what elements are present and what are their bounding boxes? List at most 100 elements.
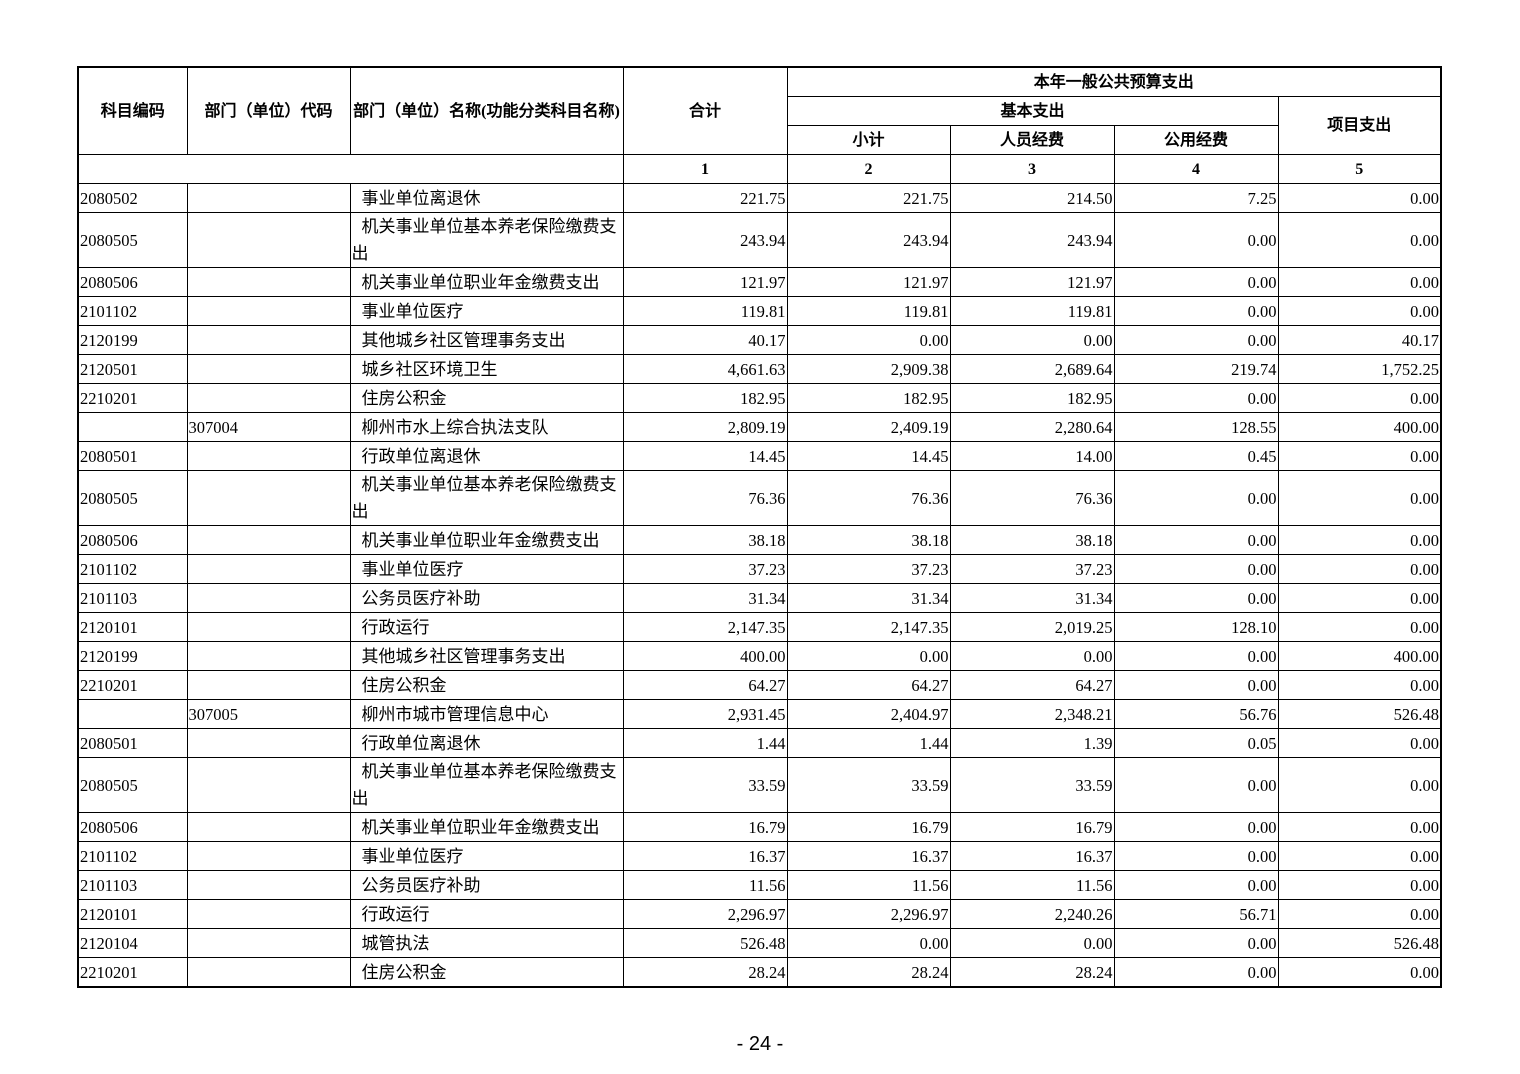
code-cell: 2120104 xyxy=(77,928,188,958)
value-cell: 14.45 xyxy=(622,441,788,471)
value-cell: 0.00 xyxy=(1277,383,1442,413)
value-cell: 28.24 xyxy=(786,957,951,988)
value-cell: 56.76 xyxy=(1113,699,1279,729)
value-cell: 400.00 xyxy=(1277,641,1442,671)
name-cell: 住房公积金 xyxy=(349,670,624,700)
table-row: 2080506 机关事业单位职业年金缴费支出 121.97 121.97 121.97 0… xyxy=(77,267,1442,297)
value-cell: 243.94 xyxy=(622,212,788,268)
code-cell: 2080506 xyxy=(77,812,188,842)
name-cell: 机关事业单位职业年金缴费支出 xyxy=(349,267,624,297)
value-cell: 11.56 xyxy=(622,870,788,900)
table-row: 2080505 机关事业单位基本养老保险缴费支出 33.59 33.59 33.59 0.… xyxy=(77,757,1442,813)
value-cell: 2,147.35 xyxy=(622,612,788,642)
column-number: 5 xyxy=(1277,154,1442,184)
value-cell: 526.48 xyxy=(1277,928,1442,958)
value-cell: 0.00 xyxy=(1113,841,1279,871)
value-cell: 0.00 xyxy=(1277,212,1442,268)
value-cell: 31.34 xyxy=(622,583,788,613)
code-cell: 2120101 xyxy=(77,612,188,642)
value-cell: 2,296.97 xyxy=(622,899,788,929)
dept-cell xyxy=(186,641,351,671)
value-cell: 214.50 xyxy=(949,183,1115,213)
table-row: 2120501 城乡社区环境卫生 4,661.63 2,909.38 2,689.64 2… xyxy=(77,354,1442,384)
dept-cell xyxy=(186,470,351,526)
value-cell: 28.24 xyxy=(622,957,788,988)
table-row: 2210201 住房公积金 182.95 182.95 182.95 0.00 0.00 xyxy=(77,383,1442,413)
value-cell: 2,689.64 xyxy=(949,354,1115,384)
value-cell: 0.00 xyxy=(786,641,951,671)
table-row: 2120101 行政运行 2,147.35 2,147.35 2,019.25 128.1… xyxy=(77,612,1442,642)
dept-cell xyxy=(186,928,351,958)
value-cell: 0.05 xyxy=(1113,728,1279,758)
code-cell: 2101102 xyxy=(77,296,188,326)
header-cell: 部门（单位）代码 xyxy=(186,66,351,155)
name-cell: 城乡社区环境卫生 xyxy=(349,354,624,384)
value-cell: 182.95 xyxy=(949,383,1115,413)
header-cell: 部门（单位）名称(功能分类科目名称) xyxy=(349,66,624,155)
dept-cell xyxy=(186,841,351,871)
value-cell: 40.17 xyxy=(1277,325,1442,355)
value-cell: 0.00 xyxy=(1277,267,1442,297)
value-cell: 121.97 xyxy=(949,267,1115,297)
value-cell: 31.34 xyxy=(949,583,1115,613)
name-cell: 公务员医疗补助 xyxy=(349,870,624,900)
value-cell: 31.34 xyxy=(786,583,951,613)
name-cell: 行政运行 xyxy=(349,612,624,642)
dept-cell xyxy=(186,812,351,842)
value-cell: 0.00 xyxy=(1277,441,1442,471)
value-cell: 0.00 xyxy=(1277,870,1442,900)
value-cell: 1,752.25 xyxy=(1277,354,1442,384)
table-row: 2120199 其他城乡社区管理事务支出 40.17 0.00 0.00 0.00 40.1… xyxy=(77,325,1442,355)
name-cell: 事业单位医疗 xyxy=(349,841,624,871)
value-cell: 1.44 xyxy=(786,728,951,758)
value-cell: 0.00 xyxy=(1277,957,1442,988)
table-row: 2120199 其他城乡社区管理事务支出 400.00 0.00 0.00 0.00 400… xyxy=(77,641,1442,671)
value-cell: 33.59 xyxy=(622,757,788,813)
header-cell: 本年一般公共预算支出 xyxy=(786,66,1442,97)
code-cell: 2080506 xyxy=(77,525,188,555)
value-cell: 0.00 xyxy=(1113,554,1279,584)
name-cell: 城管执法 xyxy=(349,928,624,958)
code-cell xyxy=(77,412,188,442)
name-cell: 住房公积金 xyxy=(349,383,624,413)
value-cell: 0.00 xyxy=(1277,612,1442,642)
name-cell: 其他城乡社区管理事务支出 xyxy=(349,325,624,355)
value-cell: 0.00 xyxy=(1113,670,1279,700)
value-cell: 2,296.97 xyxy=(786,899,951,929)
code-cell: 2080505 xyxy=(77,212,188,268)
header-cell: 合计 xyxy=(622,66,788,155)
code-cell: 2080501 xyxy=(77,728,188,758)
value-cell: 37.23 xyxy=(786,554,951,584)
table-row: 2101103 公务员医疗补助 31.34 31.34 31.34 0.00 0.00 xyxy=(77,583,1442,613)
code-cell: 2210201 xyxy=(77,957,188,988)
table-row: 307004 柳州市水上综合执法支队 2,809.19 2,409.19 2,280.6… xyxy=(77,412,1442,442)
name-cell: 柳州市水上综合执法支队 xyxy=(349,412,624,442)
value-cell: 16.37 xyxy=(622,841,788,871)
code-cell xyxy=(77,699,188,729)
value-cell: 64.27 xyxy=(622,670,788,700)
value-cell: 0.00 xyxy=(1113,641,1279,671)
column-number: 1 xyxy=(622,154,788,184)
value-cell: 0.00 xyxy=(1113,470,1279,526)
dept-cell xyxy=(186,212,351,268)
value-cell: 14.00 xyxy=(949,441,1115,471)
value-cell: 40.17 xyxy=(622,325,788,355)
dept-cell xyxy=(186,525,351,555)
name-cell: 机关事业单位职业年金缴费支出 xyxy=(349,525,624,555)
header-cell: 人员经费 xyxy=(949,125,1115,155)
value-cell: 33.59 xyxy=(786,757,951,813)
name-cell: 机关事业单位基本养老保险缴费支出 xyxy=(349,470,624,526)
code-cell: 2080506 xyxy=(77,267,188,297)
name-cell: 公务员医疗补助 xyxy=(349,583,624,613)
value-cell: 0.00 xyxy=(1277,554,1442,584)
value-cell: 0.00 xyxy=(949,325,1115,355)
name-cell: 其他城乡社区管理事务支出 xyxy=(349,641,624,671)
value-cell: 121.97 xyxy=(786,267,951,297)
code-cell: 2120101 xyxy=(77,899,188,929)
table-row: 2101102 事业单位医疗 119.81 119.81 119.81 0.00 0.00 xyxy=(77,296,1442,326)
dept-cell xyxy=(186,354,351,384)
value-cell: 0.00 xyxy=(1277,525,1442,555)
name-cell: 行政单位离退休 xyxy=(349,728,624,758)
value-cell: 76.36 xyxy=(786,470,951,526)
column-number: 3 xyxy=(949,154,1115,184)
